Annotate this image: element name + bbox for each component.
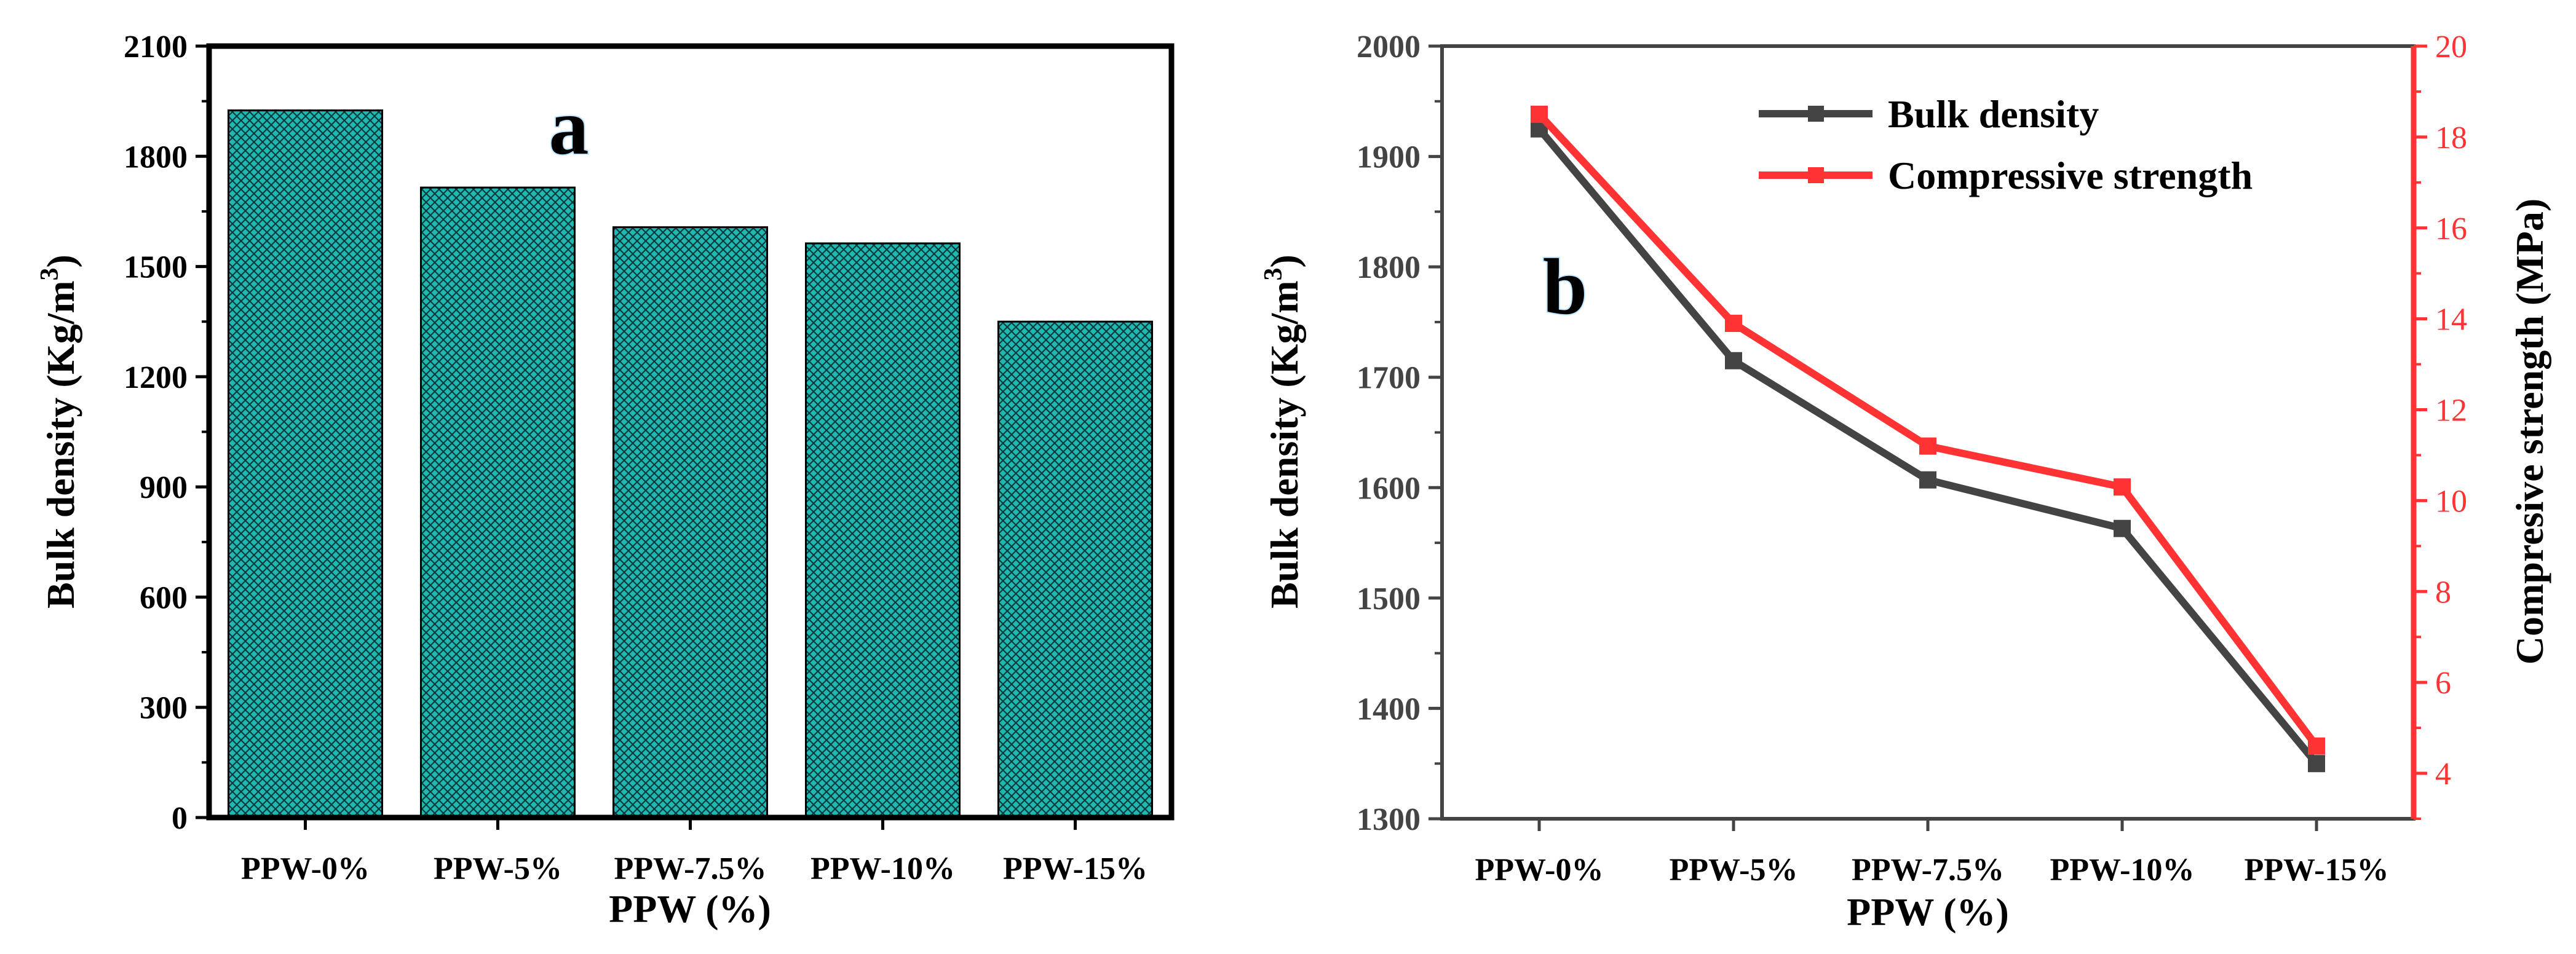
y2-tick-label: 16	[2435, 211, 2467, 246]
legend-label-bulk-density: Bulk density	[1888, 92, 2099, 136]
y-tick-label: 300	[140, 691, 188, 726]
y-tick-label: 0	[172, 801, 188, 836]
x-tick-label: PPW-7.5%	[1852, 853, 2004, 888]
x-tick-label: PPW-15%	[2245, 853, 2389, 888]
x-tick-label: PPW-0%	[241, 851, 370, 886]
x-tick-label: PPW-5%	[434, 851, 562, 886]
panel-label: a	[549, 83, 589, 171]
legend-marker-bulk-density	[1808, 106, 1824, 122]
right-y-axis-label: Compresive strength (MPa)	[2508, 199, 2551, 664]
y-axis-label-superscript: 3	[1259, 267, 1288, 280]
y2-tick-label: 8	[2435, 575, 2451, 610]
y2-tick-label: 18	[2435, 120, 2467, 156]
data-point	[2308, 737, 2325, 755]
line-chart-panel-b: 1300 1400 1500 1600 1700 1800 1900 2000 4 6 8 10 12…	[1259, 30, 2551, 934]
y2-tick-label: 10	[2435, 484, 2467, 519]
y-tick-label: 1800	[124, 140, 188, 175]
y-tick-label: 2000	[1357, 30, 1421, 65]
x-tick-label: PPW-10%	[810, 851, 955, 886]
data-point	[1725, 315, 1742, 333]
y-tick-label: 600	[140, 580, 188, 615]
line-series	[1531, 105, 2325, 773]
x-axis-label: PPW (%)	[1847, 890, 2009, 934]
y2-tick-label: 14	[2435, 302, 2467, 337]
left-y-axis-label: Bulk density (Kg/m3)	[1259, 254, 1306, 609]
bar	[805, 242, 961, 819]
series-line-compressive-strength	[1536, 111, 2320, 749]
y-axis-label-close: )	[1262, 254, 1306, 267]
y-axis-label-main: Bulk density (Kg/m	[39, 280, 82, 608]
y2-tick-label: 20	[2435, 30, 2467, 65]
x-tick-label: PPW-5%	[1670, 853, 1798, 888]
x-axis-ticks: PPW-0% PPW-5% PPW-7.5% PPW-10% PPW-15%	[241, 818, 1147, 886]
y-axis-label-main: Bulk density (Kg/m	[1262, 280, 1306, 608]
data-point	[1919, 471, 1936, 489]
legend: Bulk density Compressive strength	[1759, 92, 2253, 197]
x-tick-label: PPW-0%	[1475, 853, 1604, 888]
data-point	[2114, 519, 2131, 537]
panel-label: b	[1543, 243, 1587, 331]
bar	[612, 226, 768, 819]
left-y-axis-ticks: 1300 1400 1500 1600 1700 1800 1900 2000	[1357, 30, 1442, 837]
y-tick-label: 1600	[1357, 471, 1421, 506]
y-tick-label: 900	[140, 470, 188, 505]
y-tick-label: 1700	[1357, 361, 1421, 396]
x-axis-ticks: PPW-0% PPW-5% PPW-7.5% PPW-10% PPW-15%	[1475, 819, 2389, 888]
y-axis-label-superscript: 3	[36, 267, 64, 280]
y-axis-label-close: )	[39, 254, 82, 267]
y-tick-label: 1500	[1357, 581, 1421, 617]
y-tick-label: 1900	[1357, 140, 1421, 175]
x-tick-label: PPW-10%	[2050, 853, 2195, 888]
bar	[420, 186, 576, 819]
legend-label-compressive-strength: Compressive strength	[1888, 154, 2253, 197]
bar	[228, 109, 383, 819]
bar-series	[228, 109, 1153, 819]
data-point	[1531, 105, 1548, 123]
y-axis-label: Bulk density (Kg/m3)	[36, 254, 82, 609]
data-point	[1919, 437, 1936, 455]
y2-tick-label: 12	[2435, 393, 2467, 428]
y-tick-label: 1200	[124, 360, 188, 395]
bar	[997, 320, 1153, 819]
y-tick-label: 2100	[124, 30, 188, 65]
x-axis-label: PPW (%)	[609, 887, 771, 931]
x-tick-label: PPW-15%	[1003, 851, 1147, 886]
y2-tick-label: 4	[2435, 757, 2451, 792]
x-tick-label: PPW-7.5%	[614, 851, 767, 886]
data-point	[2114, 478, 2131, 496]
y-tick-label: 1300	[1357, 802, 1421, 837]
right-y-axis-ticks: 4 6 8 10 12 14 16 18 20	[2414, 30, 2467, 820]
y-tick-label: 1500	[124, 250, 188, 285]
data-point	[2308, 755, 2325, 773]
data-point	[1725, 352, 1742, 369]
legend-marker-compressive-strength	[1808, 167, 1824, 183]
y2-tick-label: 6	[2435, 666, 2451, 701]
y-tick-label: 1800	[1357, 250, 1421, 285]
y-tick-label: 1400	[1357, 692, 1421, 727]
y-axis-ticks: 0 300 600 900 1200 1500 1800 2100	[124, 30, 209, 836]
